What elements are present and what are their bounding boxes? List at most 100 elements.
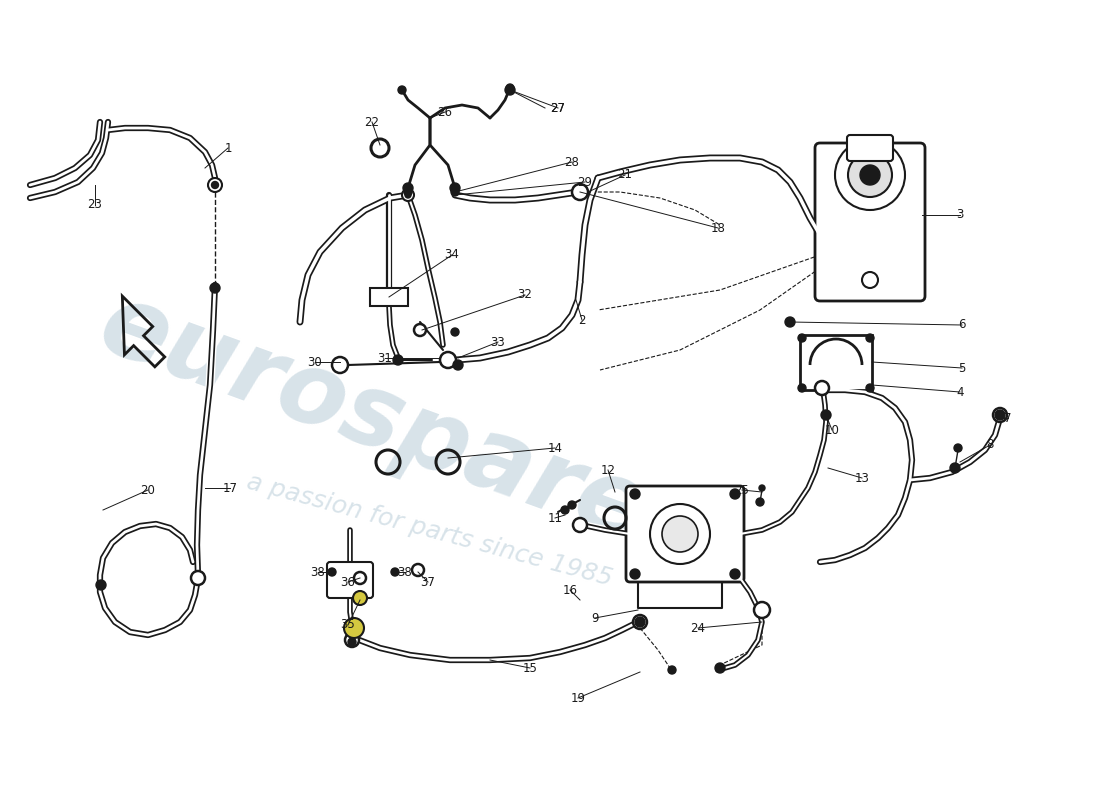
Circle shape <box>414 324 426 336</box>
Circle shape <box>573 518 587 532</box>
Circle shape <box>208 178 222 192</box>
Circle shape <box>730 489 740 499</box>
Circle shape <box>191 571 205 585</box>
Circle shape <box>451 188 459 196</box>
Circle shape <box>954 444 962 452</box>
Text: 34: 34 <box>444 249 460 262</box>
Circle shape <box>798 334 806 342</box>
FancyBboxPatch shape <box>847 135 893 161</box>
FancyBboxPatch shape <box>626 486 744 582</box>
Text: 38: 38 <box>397 566 412 578</box>
Circle shape <box>506 84 514 92</box>
Circle shape <box>412 564 424 576</box>
Circle shape <box>393 355 403 365</box>
Circle shape <box>662 516 698 552</box>
Circle shape <box>440 352 456 368</box>
Bar <box>370 288 408 306</box>
Text: 12: 12 <box>601 463 616 477</box>
Circle shape <box>860 165 880 185</box>
Circle shape <box>453 360 463 370</box>
Circle shape <box>96 580 106 590</box>
Text: eurospares: eurospares <box>86 276 714 584</box>
Text: 11: 11 <box>548 511 562 525</box>
Circle shape <box>635 617 645 627</box>
Circle shape <box>211 182 219 189</box>
Text: 21: 21 <box>617 169 632 182</box>
Text: 5: 5 <box>958 362 966 374</box>
Text: 24: 24 <box>691 622 705 634</box>
Circle shape <box>759 485 764 491</box>
Circle shape <box>650 504 710 564</box>
Text: 27: 27 <box>550 102 565 114</box>
Text: 6: 6 <box>958 318 966 331</box>
Text: 33: 33 <box>491 335 505 349</box>
Circle shape <box>950 463 960 473</box>
Text: 17: 17 <box>222 482 238 494</box>
Circle shape <box>835 140 905 210</box>
Circle shape <box>815 381 829 395</box>
Text: 15: 15 <box>522 662 538 674</box>
Circle shape <box>572 184 588 200</box>
Circle shape <box>402 189 414 201</box>
Circle shape <box>754 602 770 618</box>
Circle shape <box>353 591 367 605</box>
Circle shape <box>403 183 412 193</box>
Circle shape <box>450 183 460 193</box>
Text: 2: 2 <box>579 314 585 326</box>
Text: 7: 7 <box>1004 411 1012 425</box>
Text: 18: 18 <box>711 222 725 234</box>
Bar <box>800 335 872 390</box>
Text: 29: 29 <box>578 175 593 189</box>
Text: 13: 13 <box>855 471 869 485</box>
Circle shape <box>715 663 725 673</box>
Circle shape <box>848 153 892 197</box>
Circle shape <box>505 85 515 95</box>
FancyBboxPatch shape <box>327 562 373 598</box>
Text: 8: 8 <box>987 438 993 451</box>
Circle shape <box>210 283 220 293</box>
Text: a passion for parts since 1985: a passion for parts since 1985 <box>244 470 616 590</box>
Circle shape <box>862 272 878 288</box>
Circle shape <box>630 489 640 499</box>
Circle shape <box>405 192 411 198</box>
Circle shape <box>866 334 874 342</box>
Text: 36: 36 <box>341 575 355 589</box>
Text: 22: 22 <box>364 115 380 129</box>
Text: 31: 31 <box>377 351 393 365</box>
FancyBboxPatch shape <box>815 143 925 301</box>
Circle shape <box>730 569 740 579</box>
Text: 20: 20 <box>141 483 155 497</box>
Circle shape <box>345 633 359 647</box>
Circle shape <box>821 410 830 420</box>
Circle shape <box>866 384 874 392</box>
Circle shape <box>630 569 640 579</box>
Text: 27: 27 <box>550 102 565 114</box>
Text: 10: 10 <box>825 423 839 437</box>
Text: 4: 4 <box>956 386 964 398</box>
Text: 1: 1 <box>224 142 232 154</box>
Text: 35: 35 <box>341 618 355 631</box>
Circle shape <box>328 568 336 576</box>
Circle shape <box>568 501 576 509</box>
Text: 37: 37 <box>420 575 436 589</box>
Circle shape <box>404 188 412 196</box>
Circle shape <box>561 506 569 514</box>
Text: 16: 16 <box>562 583 578 597</box>
Circle shape <box>354 572 366 584</box>
Text: 19: 19 <box>571 691 585 705</box>
Text: 25: 25 <box>735 483 749 497</box>
Circle shape <box>348 638 356 646</box>
Circle shape <box>798 384 806 392</box>
Circle shape <box>390 568 399 576</box>
Circle shape <box>632 615 647 629</box>
Text: 26: 26 <box>438 106 452 118</box>
Text: 9: 9 <box>592 611 598 625</box>
Circle shape <box>344 618 364 638</box>
Circle shape <box>346 621 361 635</box>
Circle shape <box>332 357 348 373</box>
Text: 14: 14 <box>548 442 562 454</box>
Circle shape <box>668 666 676 674</box>
Circle shape <box>996 410 1005 420</box>
Text: 38: 38 <box>310 566 326 578</box>
Text: 3: 3 <box>956 209 964 222</box>
